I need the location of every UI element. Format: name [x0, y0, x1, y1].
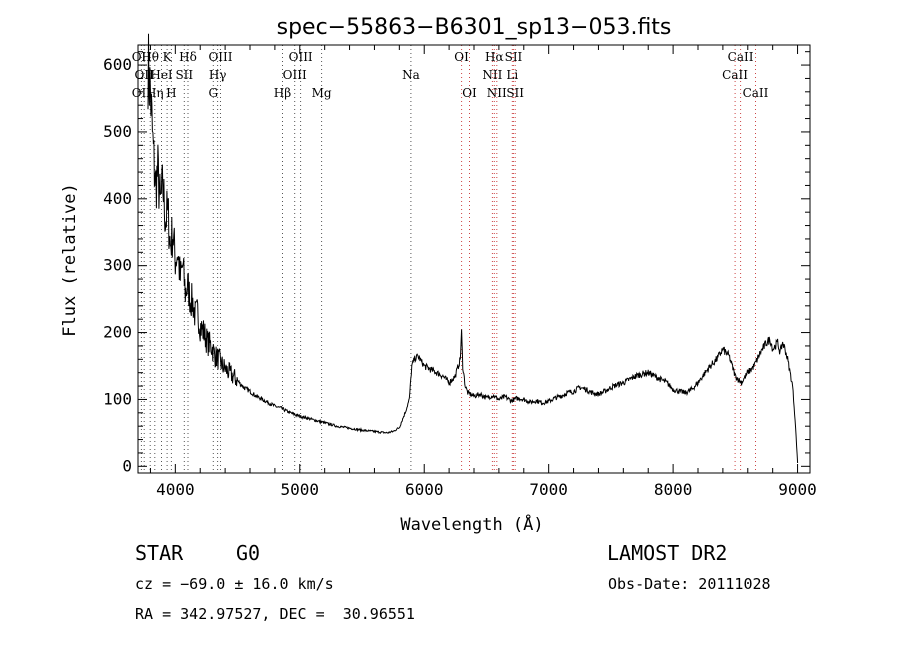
line-label: SII [506, 86, 524, 100]
line-label: OIII [208, 50, 232, 64]
line-label: H [166, 86, 176, 100]
line-label: OIII [283, 68, 307, 82]
y-tick-label: 0 [122, 456, 132, 475]
line-label: OII [132, 50, 152, 64]
plot-frame [137, 44, 811, 474]
y-tick-label: 500 [103, 122, 132, 141]
y-tick-label: 300 [103, 256, 132, 275]
redshift-line: cz = −69.0 ± 16.0 km/s [135, 575, 334, 593]
line-label: CaII [743, 86, 769, 100]
x-tick-label: 6000 [405, 480, 444, 499]
x-tick-label: 4000 [156, 480, 195, 499]
line-label: OII [135, 68, 155, 82]
spectrum-line [147, 33, 799, 464]
y-tick-label: 600 [103, 55, 132, 74]
chart-title: spec−55863−B6301_sp13−053.fits [277, 15, 672, 40]
line-label: NII [482, 68, 502, 82]
line-label: Hθ [141, 50, 159, 64]
spectral-line-markers [140, 45, 756, 473]
line-label: Hα [485, 50, 504, 64]
line-label: OI [454, 50, 469, 64]
line-label: SII [175, 68, 193, 82]
coordinates: RA = 342.97527, DEC = 30.96551 [135, 605, 415, 623]
x-axis-label: Wavelength (Å) [400, 513, 543, 535]
line-label: SII [505, 50, 523, 64]
line-label: Mg [312, 86, 332, 100]
object-class: STAR [135, 541, 184, 565]
y-tick-label: 100 [103, 389, 132, 408]
line-label: K [163, 50, 173, 64]
line-label: Hγ [209, 68, 227, 82]
line-label: Li [506, 68, 518, 82]
line-label: Na [402, 68, 420, 82]
x-tick-label: 7000 [529, 480, 568, 499]
line-label: OII [132, 86, 152, 100]
y-tick-label: 200 [103, 323, 132, 342]
x-tick-label: 5000 [281, 480, 320, 499]
axes: 4000 5000 6000 7000 8000 9000 0 100 200 300 400 500… [103, 44, 817, 499]
line-label: CaII [728, 50, 754, 64]
y-axis-label: Flux (relative) [60, 183, 80, 337]
obs-date: Obs-Date: 20111028 [608, 575, 771, 593]
x-tick-label: 9000 [778, 480, 817, 499]
survey-name: LAMOST DR2 [607, 541, 728, 565]
line-label: OI [462, 86, 477, 100]
line-label: HeI [150, 68, 173, 82]
line-label: G [208, 86, 218, 100]
line-label: OIII [289, 50, 313, 64]
y-tick-label: 400 [103, 189, 132, 208]
line-label: Hδ [179, 50, 197, 64]
x-tick-label: 8000 [654, 480, 693, 499]
line-label: Hη [146, 86, 164, 100]
object-subclass: G0 [236, 541, 261, 565]
line-label: Hβ [274, 86, 291, 100]
line-label: NII [487, 86, 507, 100]
line-label: CaII [722, 68, 748, 82]
